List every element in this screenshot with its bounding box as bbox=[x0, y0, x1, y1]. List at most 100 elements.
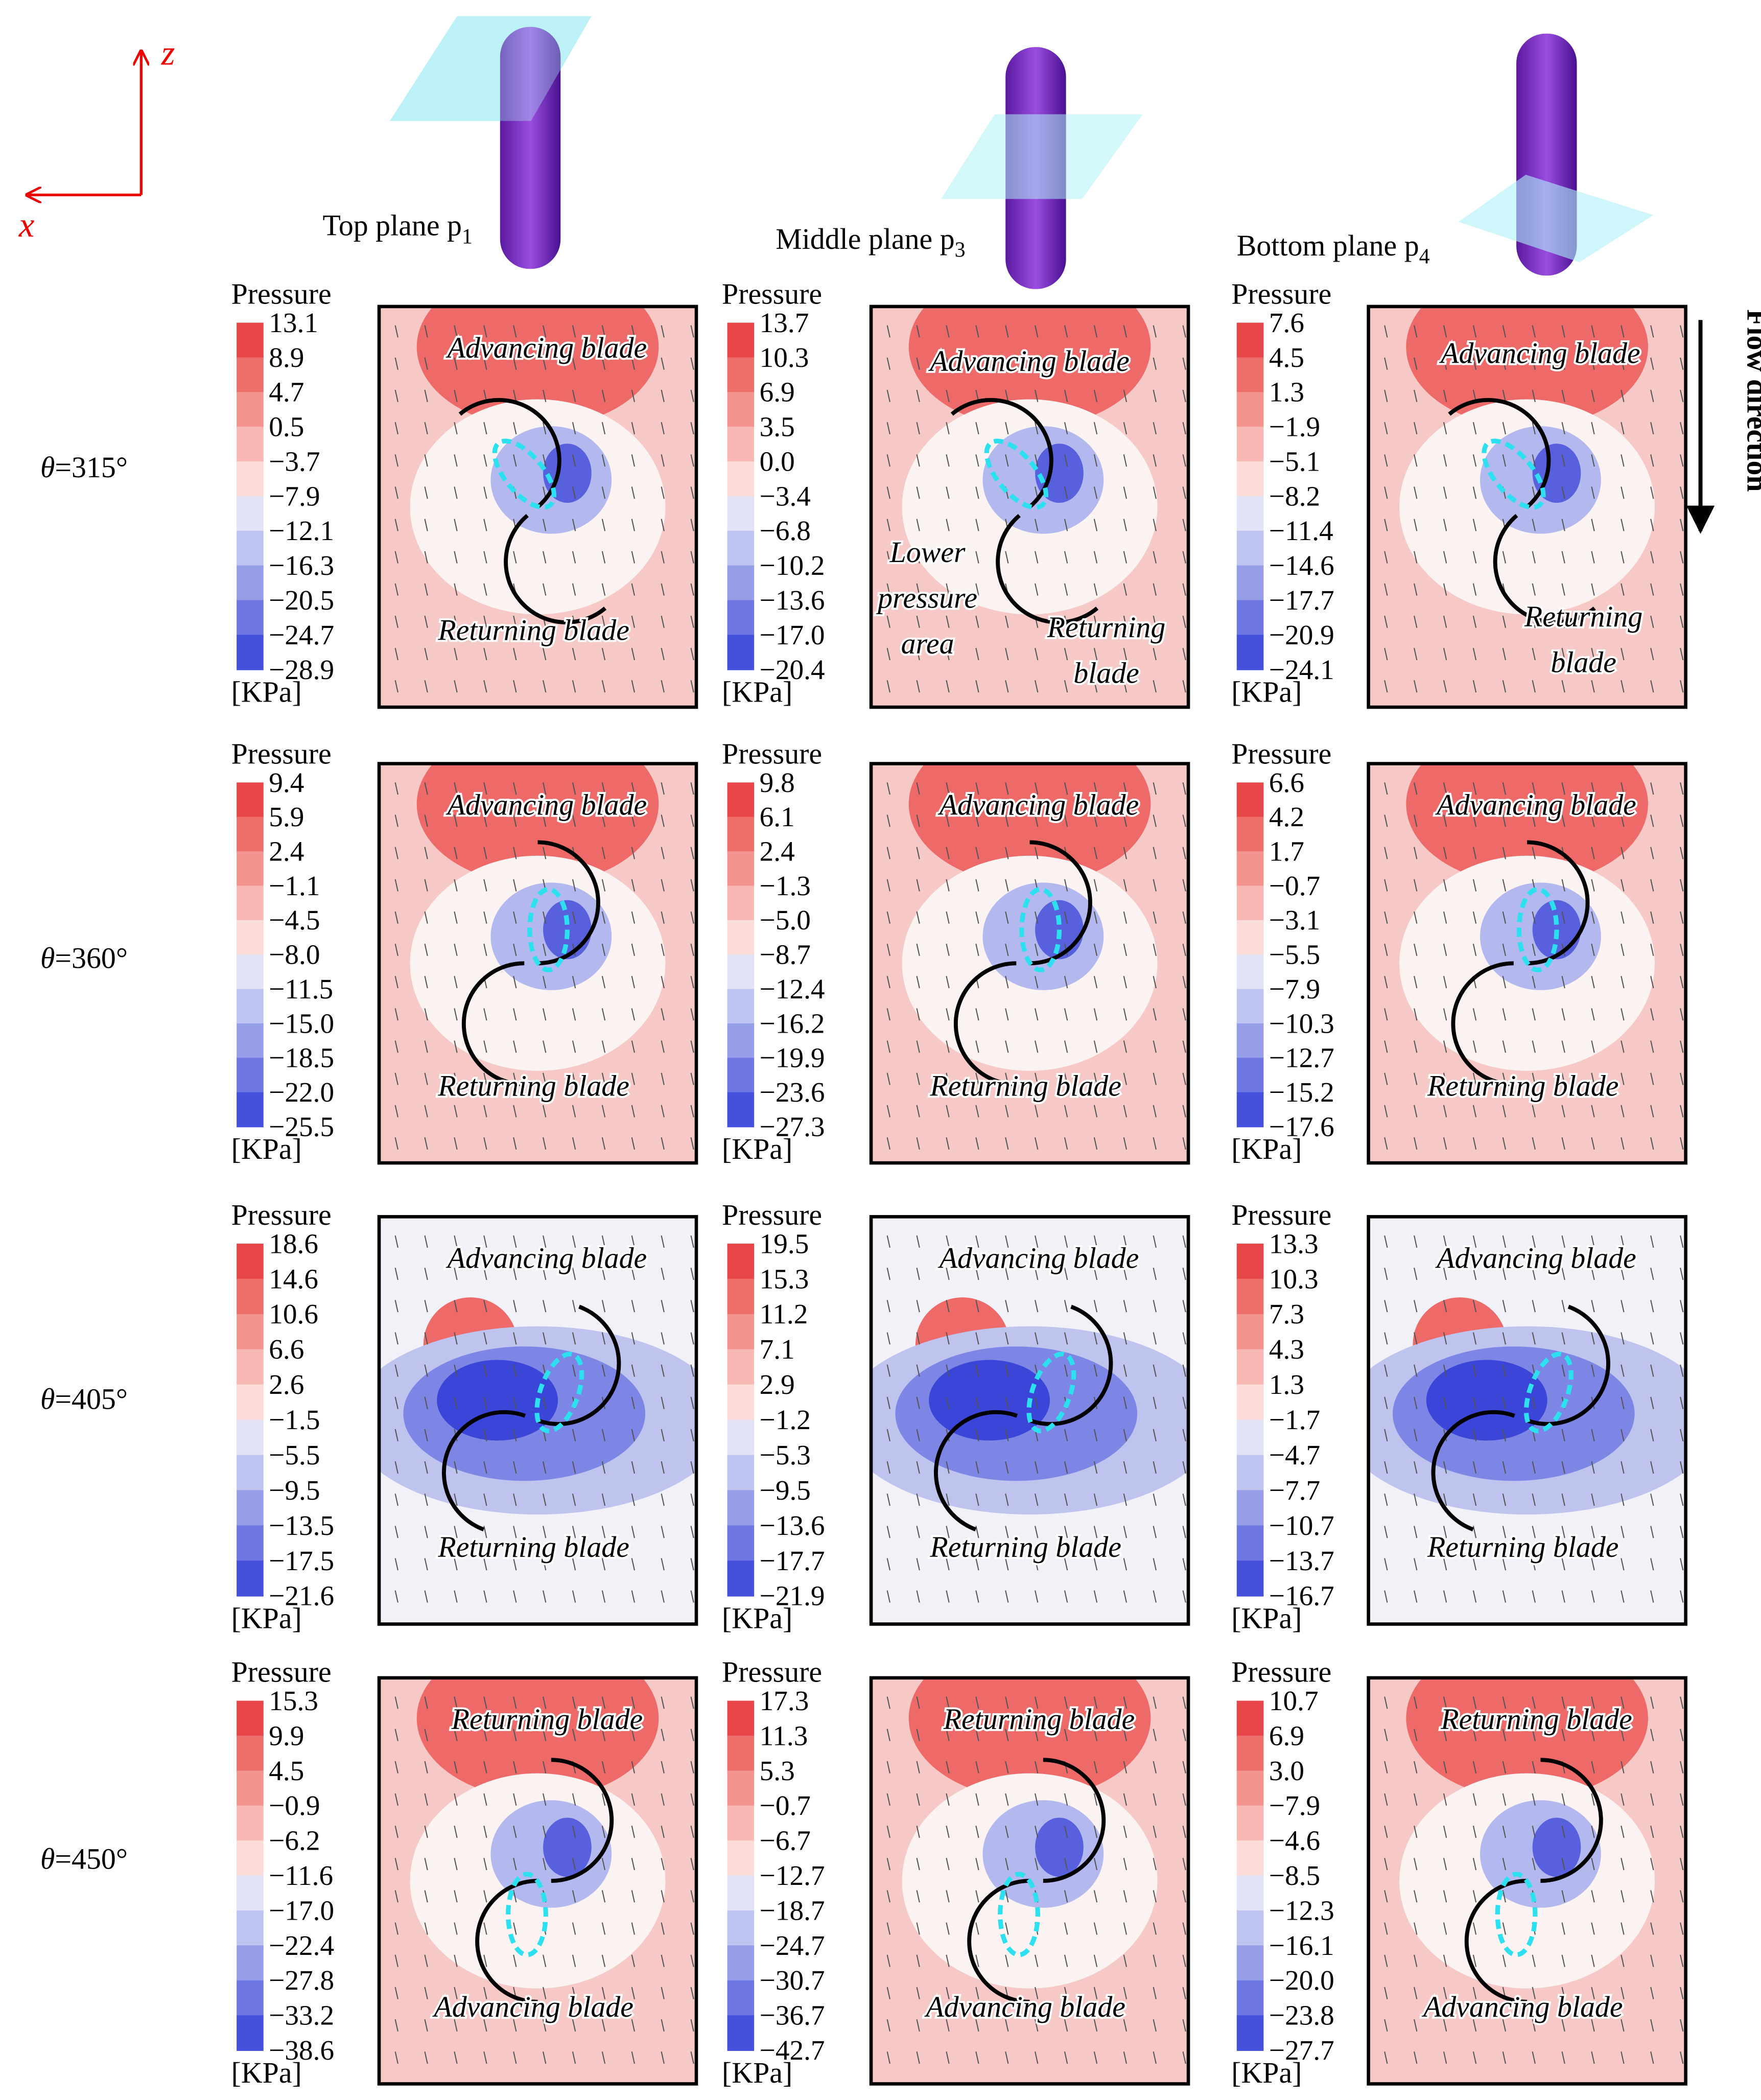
colorbar-tick-label: −6.2 bbox=[269, 1825, 320, 1856]
velocity-vector bbox=[886, 1235, 890, 1248]
blade bbox=[953, 961, 1017, 1087]
annotation: Advancing blade bbox=[445, 1241, 647, 1274]
velocity-vector bbox=[543, 1526, 547, 1538]
velocity-vector bbox=[690, 2019, 694, 2032]
velocity-vector bbox=[1123, 943, 1128, 956]
velocity-vector bbox=[1502, 389, 1507, 402]
colorbar-tick-label: 9.8 bbox=[760, 767, 795, 798]
velocity-vector bbox=[1621, 1137, 1625, 1150]
velocity-vector bbox=[1443, 1040, 1447, 1053]
velocity-vector bbox=[513, 976, 517, 989]
velocity-vector bbox=[916, 847, 920, 859]
velocity-vector bbox=[946, 847, 950, 859]
colorbar-band bbox=[1236, 1058, 1264, 1093]
velocity-vector bbox=[1414, 782, 1418, 795]
velocity-vector bbox=[690, 357, 694, 370]
velocity-vector bbox=[601, 1072, 606, 1085]
colorbar-band bbox=[1236, 1490, 1264, 1526]
velocity-vector bbox=[1650, 1890, 1654, 1903]
velocity-vector bbox=[1621, 1396, 1625, 1409]
velocity-vector bbox=[1123, 648, 1128, 661]
velocity-vector bbox=[1035, 1761, 1039, 1774]
colorbar-band bbox=[237, 1058, 264, 1093]
velocity-vector bbox=[483, 847, 487, 859]
velocity-vector bbox=[1414, 1072, 1418, 1085]
velocity-vector bbox=[543, 1072, 547, 1085]
velocity-vector bbox=[975, 1494, 979, 1506]
velocity-vector bbox=[1502, 1729, 1507, 1741]
velocity-vector bbox=[394, 1364, 398, 1377]
colorbar-band bbox=[1236, 1735, 1264, 1771]
colorbar-band bbox=[727, 954, 755, 990]
velocity-vector bbox=[1064, 551, 1068, 564]
velocity-vector bbox=[513, 847, 517, 859]
velocity-vector bbox=[483, 1590, 487, 1603]
colorbar-band bbox=[727, 496, 755, 532]
velocity-vector bbox=[483, 1793, 487, 1806]
velocity-vector bbox=[886, 422, 890, 435]
velocity-vector bbox=[1650, 1235, 1654, 1248]
colorbar-tick-label: −8.5 bbox=[1269, 1860, 1320, 1891]
colorbar-band bbox=[1236, 600, 1264, 636]
colorbar-band bbox=[1236, 496, 1264, 532]
colorbar-band bbox=[727, 565, 755, 601]
colorbar-band bbox=[237, 920, 264, 955]
blade bbox=[1451, 961, 1514, 1087]
velocity-vector bbox=[601, 1105, 606, 1117]
velocity-vector bbox=[1621, 551, 1625, 564]
velocity-vector bbox=[690, 879, 694, 892]
velocity-vector bbox=[1153, 389, 1157, 402]
velocity-vector bbox=[1093, 1696, 1098, 1709]
velocity-vector bbox=[1153, 1072, 1157, 1085]
column-label: Bottom plane p4 bbox=[1237, 229, 1430, 269]
velocity-vector bbox=[690, 1526, 694, 1538]
velocity-vector bbox=[1621, 1825, 1625, 1838]
velocity-vector bbox=[572, 1526, 576, 1538]
panel: Pressure9.86.12.4−1.3−5.0−8.7−12.4−16.2−… bbox=[722, 737, 1190, 1165]
velocity-vector bbox=[916, 1954, 920, 1967]
velocity-vector bbox=[601, 680, 606, 693]
colorbar-band bbox=[237, 1840, 264, 1876]
velocity-vector bbox=[1005, 551, 1009, 564]
colorbar-band bbox=[1236, 1980, 1264, 2016]
colorbar-tick-label: −24.1 bbox=[1269, 654, 1334, 685]
colorbar-band bbox=[1236, 1525, 1264, 1561]
velocity-vector bbox=[1591, 519, 1595, 531]
colorbar-band bbox=[237, 427, 264, 462]
velocity-vector bbox=[601, 1793, 606, 1806]
velocity-vector bbox=[1443, 1954, 1447, 1967]
colorbar-band bbox=[237, 782, 264, 818]
velocity-vector bbox=[1414, 1429, 1418, 1441]
colorbar-band bbox=[237, 635, 264, 670]
velocity-vector bbox=[1123, 680, 1128, 693]
velocity-vector bbox=[975, 879, 979, 892]
velocity-vector bbox=[1443, 782, 1447, 795]
velocity-vector bbox=[886, 1526, 890, 1538]
velocity-vector bbox=[394, 1825, 398, 1838]
velocity-vector bbox=[1532, 1396, 1536, 1409]
velocity-vector bbox=[424, 519, 428, 531]
velocity-vector bbox=[1561, 1954, 1565, 1967]
velocity-vector bbox=[424, 1494, 428, 1506]
velocity-vector bbox=[1561, 879, 1565, 892]
colorbar-tick-label: −30.7 bbox=[760, 1965, 825, 1996]
velocity-vector bbox=[1153, 1858, 1157, 1871]
velocity-vector bbox=[483, 1526, 487, 1538]
velocity-vector bbox=[1064, 486, 1068, 499]
velocity-vector bbox=[1035, 325, 1039, 338]
velocity-vector bbox=[543, 1137, 547, 1150]
velocity-vector bbox=[394, 1429, 398, 1441]
velocity-vector bbox=[572, 1696, 576, 1709]
colorbar-tick-label: −13.6 bbox=[760, 585, 825, 616]
velocity-vector bbox=[454, 1235, 458, 1248]
velocity-vector bbox=[975, 680, 979, 693]
velocity-vector bbox=[1093, 879, 1098, 892]
velocity-vector bbox=[1093, 1300, 1098, 1313]
velocity-vector bbox=[1621, 1268, 1625, 1280]
velocity-vector bbox=[1093, 1987, 1098, 1999]
velocity-vector bbox=[946, 325, 950, 338]
velocity-vector bbox=[1650, 551, 1654, 564]
velocity-vector bbox=[601, 583, 606, 596]
legend-unit: [KPa] bbox=[1231, 1132, 1302, 1165]
panel-frame bbox=[869, 305, 1190, 709]
